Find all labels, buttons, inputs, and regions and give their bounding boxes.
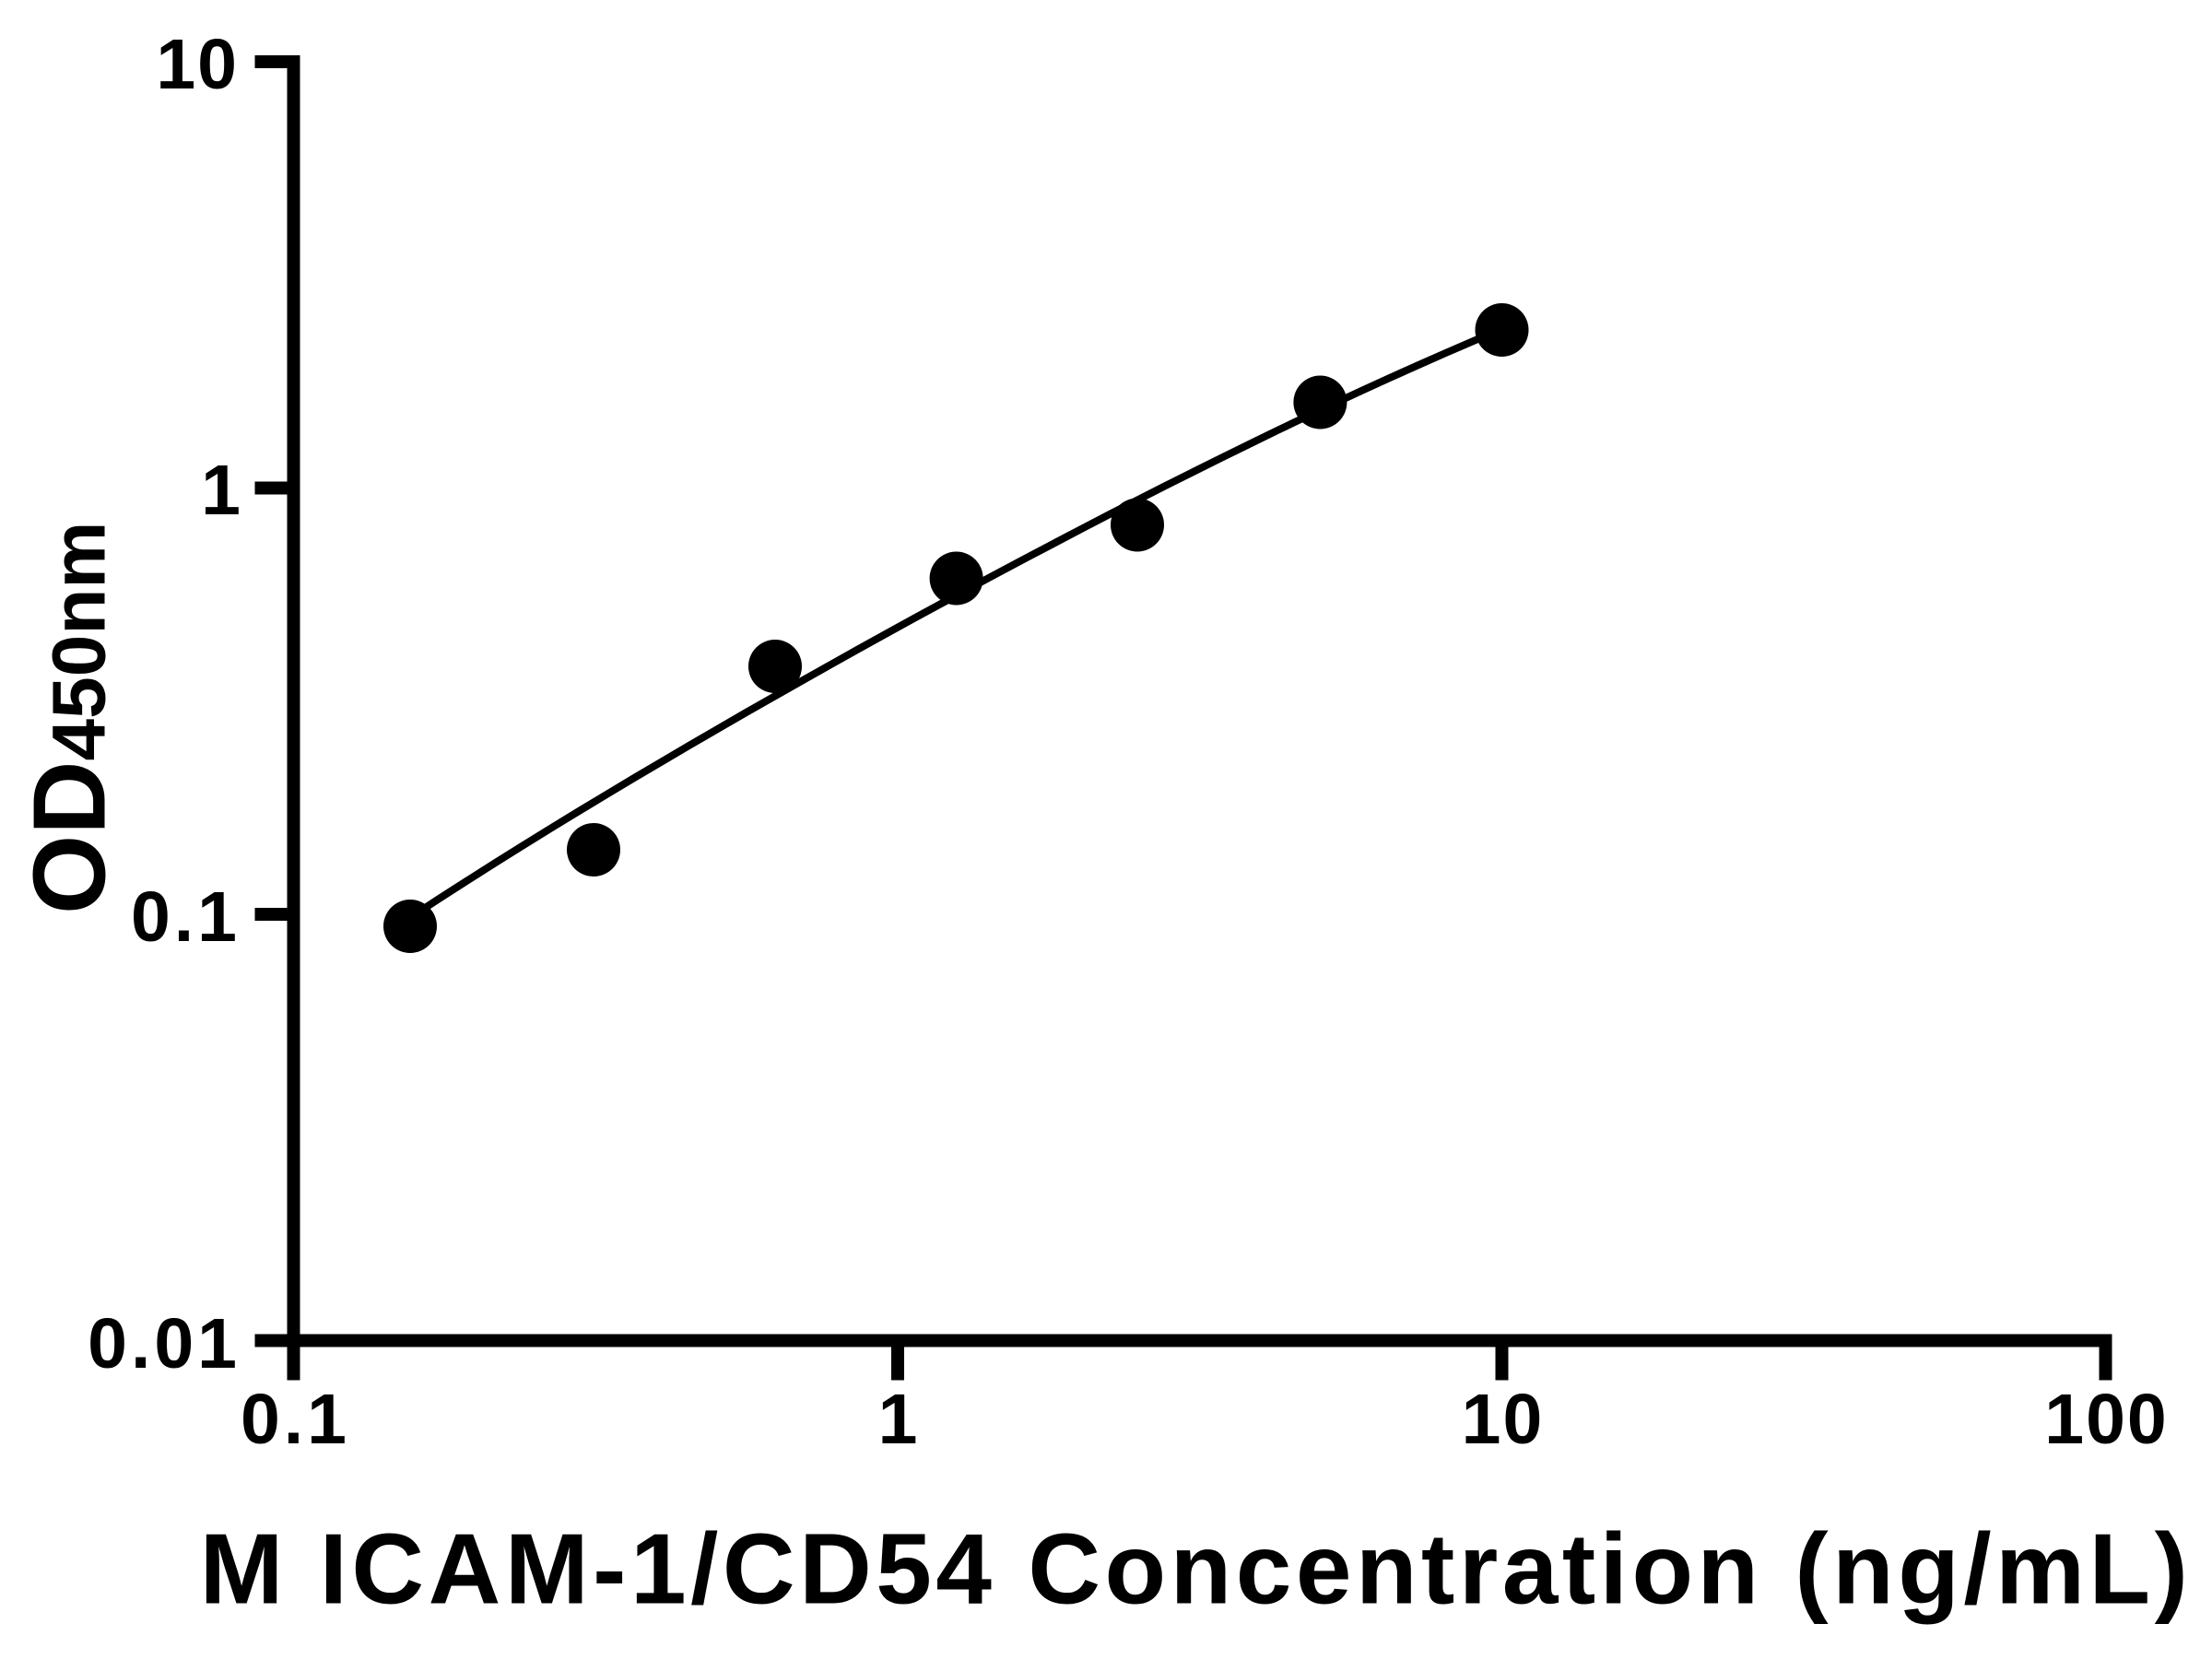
svg-text:1: 1 — [878, 1380, 918, 1459]
svg-text:M ICAM-1/CD54 Concentration (n: M ICAM-1/CD54 Concentration (ng/mL) — [200, 1513, 2193, 1626]
svg-text:0.1: 0.1 — [241, 1380, 350, 1459]
svg-text:1: 1 — [201, 451, 241, 530]
svg-text:0.1: 0.1 — [131, 877, 241, 957]
svg-text:10: 10 — [156, 25, 239, 104]
svg-text:10: 10 — [1462, 1380, 1545, 1459]
svg-text:0.01: 0.01 — [88, 1304, 241, 1383]
svg-text:100: 100 — [2044, 1380, 2168, 1459]
